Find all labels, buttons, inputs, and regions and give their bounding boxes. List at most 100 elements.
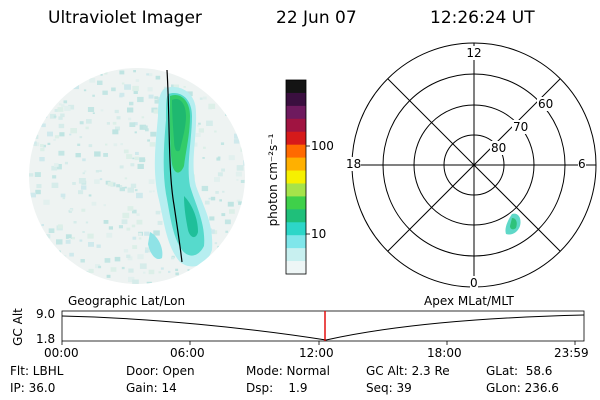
image-speckle-pixel (130, 183, 137, 188)
image-speckle-pixel (108, 226, 113, 230)
image-speckle-pixel (239, 129, 242, 132)
image-speckle-pixel (123, 249, 129, 253)
colorbar-band (286, 248, 306, 262)
image-speckle-pixel (237, 240, 245, 246)
image-speckle-pixel (99, 169, 102, 172)
image-speckle-pixel (146, 73, 149, 76)
image-speckle-pixel (206, 263, 210, 266)
image-speckle-pixel (58, 123, 65, 129)
image-speckle-pixel (128, 268, 134, 273)
image-speckle-pixel (175, 268, 179, 271)
image-speckle-pixel (148, 269, 155, 275)
image-speckle-pixel (100, 109, 104, 112)
image-speckle-pixel (52, 175, 57, 179)
image-speckle-pixel (212, 74, 215, 77)
colorbar-band (286, 131, 306, 146)
image-speckle-pixel (122, 212, 130, 219)
image-speckle-pixel (71, 236, 75, 240)
image-speckle-pixel (57, 107, 64, 112)
image-speckle-pixel (208, 103, 216, 109)
image-speckle-pixel (103, 153, 108, 157)
image-speckle-pixel (217, 172, 223, 177)
image-speckle-pixel (43, 80, 48, 84)
image-speckle-pixel (154, 100, 159, 104)
image-speckle-pixel (30, 192, 36, 198)
image-speckle-pixel (47, 241, 51, 245)
image-speckle-pixel (216, 258, 223, 264)
image-speckle-pixel (148, 94, 154, 99)
image-speckle-pixel (112, 129, 119, 135)
image-speckle-pixel (49, 113, 56, 119)
image-speckle-pixel (172, 68, 178, 73)
image-speckle-pixel (160, 267, 164, 270)
image-speckle-pixel (62, 197, 66, 200)
image-speckle-pixel (64, 105, 71, 111)
image-speckle-pixel (236, 179, 239, 181)
image-speckle-pixel (217, 156, 221, 159)
timeline-tick-1800: 18:00 (427, 346, 462, 360)
image-speckle-pixel (200, 71, 207, 77)
image-speckle-pixel (48, 84, 55, 90)
image-speckle-pixel (243, 74, 245, 80)
image-speckle-pixel (144, 250, 149, 253)
timeline-tick-0600: 06:00 (170, 346, 205, 360)
image-speckle-pixel (160, 210, 163, 213)
image-speckle-pixel (147, 87, 153, 92)
image-speckle-pixel (136, 219, 143, 225)
image-speckle-pixel (82, 231, 85, 233)
image-speckle-pixel (175, 272, 179, 276)
image-speckle-pixel (54, 250, 61, 256)
image-speckle-pixel (61, 75, 67, 79)
image-speckle-pixel (54, 109, 59, 112)
image-speckle-pixel (34, 101, 40, 106)
image-speckle-pixel (41, 111, 45, 114)
image-speckle-pixel (69, 133, 72, 136)
image-speckle-pixel (196, 124, 200, 127)
image-speckle-pixel (220, 142, 225, 145)
image-speckle-pixel (206, 120, 213, 126)
image-speckle-pixel (208, 280, 214, 284)
image-speckle-pixel (119, 165, 124, 169)
image-speckle-pixel (238, 261, 242, 264)
image-speckle-pixel (137, 163, 144, 169)
image-speckle-pixel (186, 91, 193, 97)
image-speckle-pixel (88, 144, 93, 148)
image-speckle-pixel (99, 178, 103, 181)
image-speckle-pixel (114, 109, 119, 114)
image-speckle-pixel (209, 216, 215, 221)
image-speckle-pixel (103, 204, 106, 207)
image-speckle-pixel (126, 154, 133, 159)
image-speckle-pixel (238, 201, 243, 205)
image-speckle-pixel (224, 241, 228, 243)
status-glon: GLon: 236.6 (486, 381, 559, 395)
colorbar-band (286, 183, 306, 197)
colorbar-band (286, 170, 306, 185)
image-speckle-pixel (29, 279, 35, 284)
image-speckle-pixel (157, 97, 161, 100)
image-speckle-pixel (87, 107, 95, 112)
image-speckle-pixel (150, 131, 157, 137)
image-speckle-pixel (202, 157, 205, 159)
colorbar-band (286, 235, 306, 249)
image-speckle-pixel (110, 267, 117, 272)
image-speckle-pixel (173, 84, 179, 89)
image-speckle-pixel (225, 230, 229, 233)
image-speckle-pixel (95, 264, 100, 269)
image-speckle-pixel (29, 136, 35, 141)
image-speckle-pixel (236, 219, 240, 222)
image-speckle-pixel (203, 146, 206, 149)
image-speckle-pixel (132, 85, 139, 92)
image-speckle-pixel (229, 253, 235, 259)
image-speckle-pixel (126, 254, 131, 258)
image-speckle-pixel (103, 220, 109, 224)
image-speckle-pixel (147, 139, 150, 142)
colorbar-band (286, 222, 306, 236)
image-speckle-pixel (219, 199, 222, 202)
image-speckle-pixel (219, 95, 222, 98)
image-speckle-pixel (95, 170, 99, 173)
image-speckle-pixel (155, 210, 161, 215)
timeline-panel (61, 310, 585, 345)
image-speckle-pixel (121, 82, 125, 85)
image-speckle-pixel (89, 78, 96, 83)
